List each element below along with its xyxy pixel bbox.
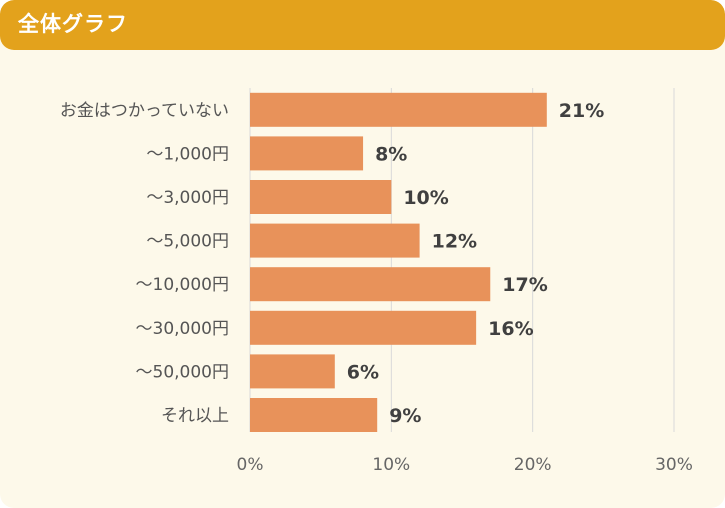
header-bar: 全体グラフ (0, 0, 725, 50)
bar (250, 223, 420, 258)
value-label: 9% (389, 405, 421, 427)
value-label: 10% (403, 187, 448, 209)
value-label: 21% (559, 100, 604, 122)
category-label: ～50,000円 (136, 362, 229, 382)
value-label: 16% (488, 318, 533, 340)
value-label: 8% (375, 143, 407, 165)
value-label: 12% (432, 231, 477, 253)
bar (250, 267, 491, 302)
x-tick-label: 30% (655, 455, 693, 475)
value-label: 6% (347, 361, 379, 383)
bar (250, 180, 392, 214)
x-tick-label: 20% (514, 455, 552, 475)
bar (250, 310, 477, 345)
page-title: 全体グラフ (18, 12, 128, 36)
category-label: ～5,000円 (146, 232, 229, 252)
category-label: ～30,000円 (136, 319, 229, 339)
category-label: ～10,000円 (136, 275, 229, 295)
bar (250, 92, 547, 127)
value-label: 17% (502, 274, 547, 296)
bar (250, 398, 378, 432)
category-label: ～3,000円 (146, 188, 229, 208)
x-tick-label: 10% (372, 455, 410, 475)
category-label: お金はつかっていない (60, 101, 229, 121)
bar (250, 354, 335, 389)
bar (250, 136, 364, 171)
x-tick-label: 0% (237, 455, 264, 475)
category-label: ～1,000円 (146, 144, 229, 164)
category-label: それ以上 (161, 406, 229, 426)
